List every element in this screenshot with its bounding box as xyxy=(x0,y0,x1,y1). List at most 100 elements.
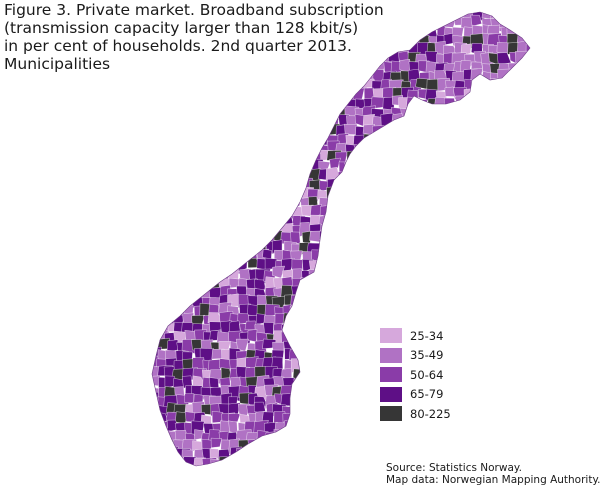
municipality-region xyxy=(200,258,215,271)
municipality-region xyxy=(152,160,160,173)
municipality-region xyxy=(266,90,281,104)
municipality-region xyxy=(184,17,198,30)
municipality-region xyxy=(165,270,180,283)
municipality-region xyxy=(452,170,466,183)
municipality-region xyxy=(191,12,205,19)
municipality-region xyxy=(309,125,322,136)
municipality-region xyxy=(220,34,232,48)
municipality-region xyxy=(442,297,453,310)
municipality-region xyxy=(273,375,285,387)
municipality-region xyxy=(253,44,267,59)
municipality-region xyxy=(152,33,163,48)
municipality-region xyxy=(209,27,222,42)
municipality-region xyxy=(284,134,297,149)
municipality-region xyxy=(184,33,198,50)
municipality-region xyxy=(335,393,348,407)
municipality-region xyxy=(426,162,441,174)
municipality-region xyxy=(157,465,169,466)
municipality-region xyxy=(326,269,338,279)
municipality-region xyxy=(488,249,504,265)
municipality-region xyxy=(372,24,385,40)
municipality-region xyxy=(444,151,460,165)
municipality-region xyxy=(425,131,437,148)
municipality-region xyxy=(299,358,312,371)
municipality-region xyxy=(201,134,213,147)
municipality-region xyxy=(176,143,188,156)
municipality-region xyxy=(535,360,546,372)
municipality-region xyxy=(389,123,403,139)
municipality-region xyxy=(443,279,458,293)
municipality-region xyxy=(389,188,403,198)
municipality-region xyxy=(362,402,375,415)
municipality-region xyxy=(506,383,520,395)
municipality-region xyxy=(400,439,412,453)
municipality-region xyxy=(525,178,530,189)
municipality-region xyxy=(210,126,227,141)
municipality-region xyxy=(292,312,306,325)
municipality-region xyxy=(192,212,206,224)
municipality-region xyxy=(220,133,235,145)
legend-item: 65-79 xyxy=(380,385,451,405)
municipality-region xyxy=(152,215,159,230)
municipality-region xyxy=(437,259,450,272)
municipality-region xyxy=(398,213,412,228)
municipality-region xyxy=(443,440,457,454)
municipality-region xyxy=(308,117,322,129)
municipality-region xyxy=(436,158,452,170)
municipality-region xyxy=(506,437,522,451)
municipality-region xyxy=(163,251,179,264)
municipality-region xyxy=(292,53,306,68)
municipality-region xyxy=(229,225,242,237)
municipality-region xyxy=(208,220,221,233)
municipality-region xyxy=(482,171,494,181)
municipality-region xyxy=(535,42,549,56)
municipality-region xyxy=(514,135,529,150)
municipality-region xyxy=(363,240,376,255)
municipality-region xyxy=(157,177,171,189)
municipality-region xyxy=(445,12,458,21)
municipality-region xyxy=(507,81,520,95)
municipality-region xyxy=(182,87,196,102)
municipality-region xyxy=(517,366,530,379)
legend-label: 80-225 xyxy=(410,406,451,421)
municipality-region xyxy=(191,159,206,172)
municipality-region xyxy=(505,339,519,353)
municipality-region xyxy=(462,437,476,451)
municipality-region xyxy=(176,36,188,51)
municipality-region xyxy=(253,150,267,163)
municipality-region xyxy=(328,467,340,479)
municipality-region xyxy=(244,98,258,107)
municipality-region xyxy=(238,78,251,92)
municipality-region xyxy=(279,144,295,156)
municipality-region xyxy=(173,167,185,180)
municipality-region xyxy=(157,242,171,255)
municipality-region xyxy=(152,71,160,83)
municipality-region xyxy=(382,258,397,273)
municipality-region xyxy=(203,231,216,248)
municipality-region xyxy=(317,116,333,132)
municipality-region xyxy=(246,53,260,66)
municipality-region xyxy=(409,438,422,452)
municipality-region xyxy=(509,350,522,361)
municipality-region xyxy=(490,132,501,148)
municipality-region xyxy=(167,12,180,22)
municipality-region xyxy=(190,34,205,49)
municipality-region xyxy=(239,221,252,234)
municipality-region xyxy=(203,33,214,47)
municipality-region xyxy=(523,126,530,137)
municipality-region xyxy=(470,143,484,157)
municipality-region xyxy=(517,240,530,253)
municipality-region xyxy=(184,12,196,19)
municipality-region xyxy=(464,157,480,173)
municipality-region xyxy=(432,171,445,187)
municipality-region xyxy=(346,312,360,325)
municipality-region xyxy=(254,114,270,125)
municipality-region xyxy=(482,385,494,400)
municipality-region xyxy=(152,266,162,279)
municipality-region xyxy=(363,432,374,447)
municipality-region xyxy=(166,51,179,65)
municipality-region xyxy=(200,249,216,262)
municipality-region xyxy=(183,153,197,168)
municipality-region xyxy=(203,467,214,478)
municipality-region xyxy=(281,69,293,81)
